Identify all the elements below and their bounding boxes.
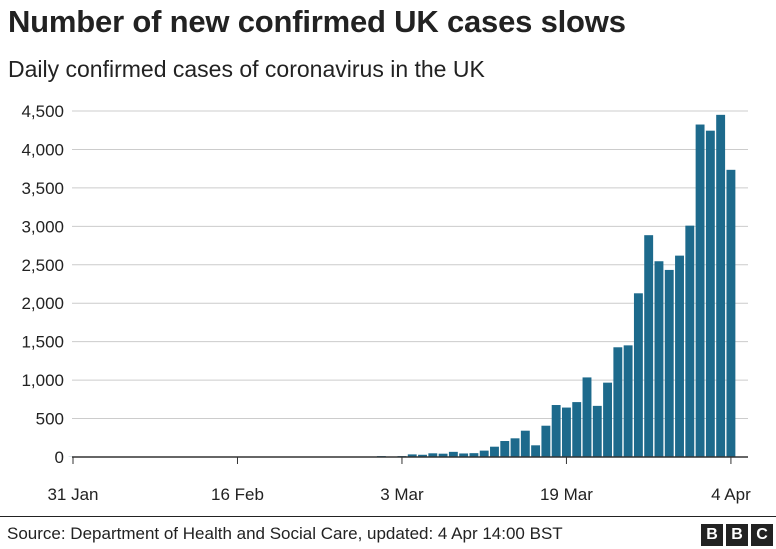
bar — [633, 293, 643, 457]
bar — [705, 130, 715, 457]
y-tick-label: 3,500 — [21, 179, 64, 198]
bar — [531, 445, 541, 457]
x-axis-tick-labels: 31 Jan 16 Feb 3 Mar 19 Mar 4 Apr — [47, 457, 751, 504]
y-axis-tick-labels: 0 500 1,000 1,500 2,000 2,500 3,000 3,500 4,000 4… — [21, 102, 64, 467]
chart-subtitle: Daily confirmed cases of coronavirus in … — [8, 56, 485, 82]
bar — [479, 450, 489, 457]
bar — [685, 225, 695, 457]
bar — [603, 382, 613, 457]
bar — [675, 255, 684, 457]
y-tick-label: 0 — [55, 448, 64, 467]
y-tick-label: 4,000 — [21, 140, 64, 159]
chart-title: Number of new confirmed UK cases slows — [8, 4, 626, 39]
bbc-logo-letter: C — [751, 524, 773, 546]
bar — [582, 377, 592, 457]
x-tick-label: 4 Apr — [711, 485, 751, 504]
x-tick-label: 16 Feb — [211, 485, 264, 504]
y-tick-label: 4,500 — [21, 102, 64, 121]
bar — [407, 454, 417, 457]
bar — [664, 269, 674, 457]
bar — [695, 124, 705, 457]
x-tick-label: 19 Mar — [540, 485, 593, 504]
footer-divider — [0, 516, 776, 517]
bar — [541, 425, 551, 457]
bar-series — [68, 114, 736, 457]
bar — [644, 235, 654, 457]
bar — [448, 451, 458, 457]
bar — [561, 407, 571, 457]
bar — [726, 169, 736, 457]
bar — [572, 402, 582, 457]
bar-chart: 0 500 1,000 1,500 2,000 2,500 3,000 3,500 4,000 4… — [21, 102, 751, 504]
bbc-logo: B B C — [701, 524, 773, 546]
bbc-logo-letter: B — [726, 524, 748, 546]
y-tick-label: 500 — [36, 410, 64, 429]
bar — [551, 405, 561, 457]
x-tick-label: 31 Jan — [47, 485, 98, 504]
bar — [592, 405, 602, 457]
y-tick-label: 3,000 — [21, 217, 64, 236]
y-tick-label: 2,500 — [21, 256, 64, 275]
bar — [654, 261, 664, 457]
bbc-logo-letter: B — [701, 524, 723, 546]
bar — [520, 430, 530, 457]
bar — [490, 446, 499, 457]
bar — [428, 453, 438, 457]
bar — [716, 114, 726, 457]
bar — [623, 345, 633, 457]
bar — [500, 441, 510, 457]
bar — [510, 438, 520, 457]
bar — [418, 454, 427, 457]
y-tick-label: 1,500 — [21, 333, 64, 352]
bar — [438, 453, 448, 457]
bar — [613, 347, 623, 457]
y-tick-label: 2,000 — [21, 294, 64, 313]
x-tick-label: 3 Mar — [380, 485, 424, 504]
y-tick-label: 1,000 — [21, 371, 64, 390]
source-note: Source: Department of Health and Social … — [7, 524, 563, 543]
bar — [459, 453, 469, 457]
bar — [469, 453, 479, 457]
